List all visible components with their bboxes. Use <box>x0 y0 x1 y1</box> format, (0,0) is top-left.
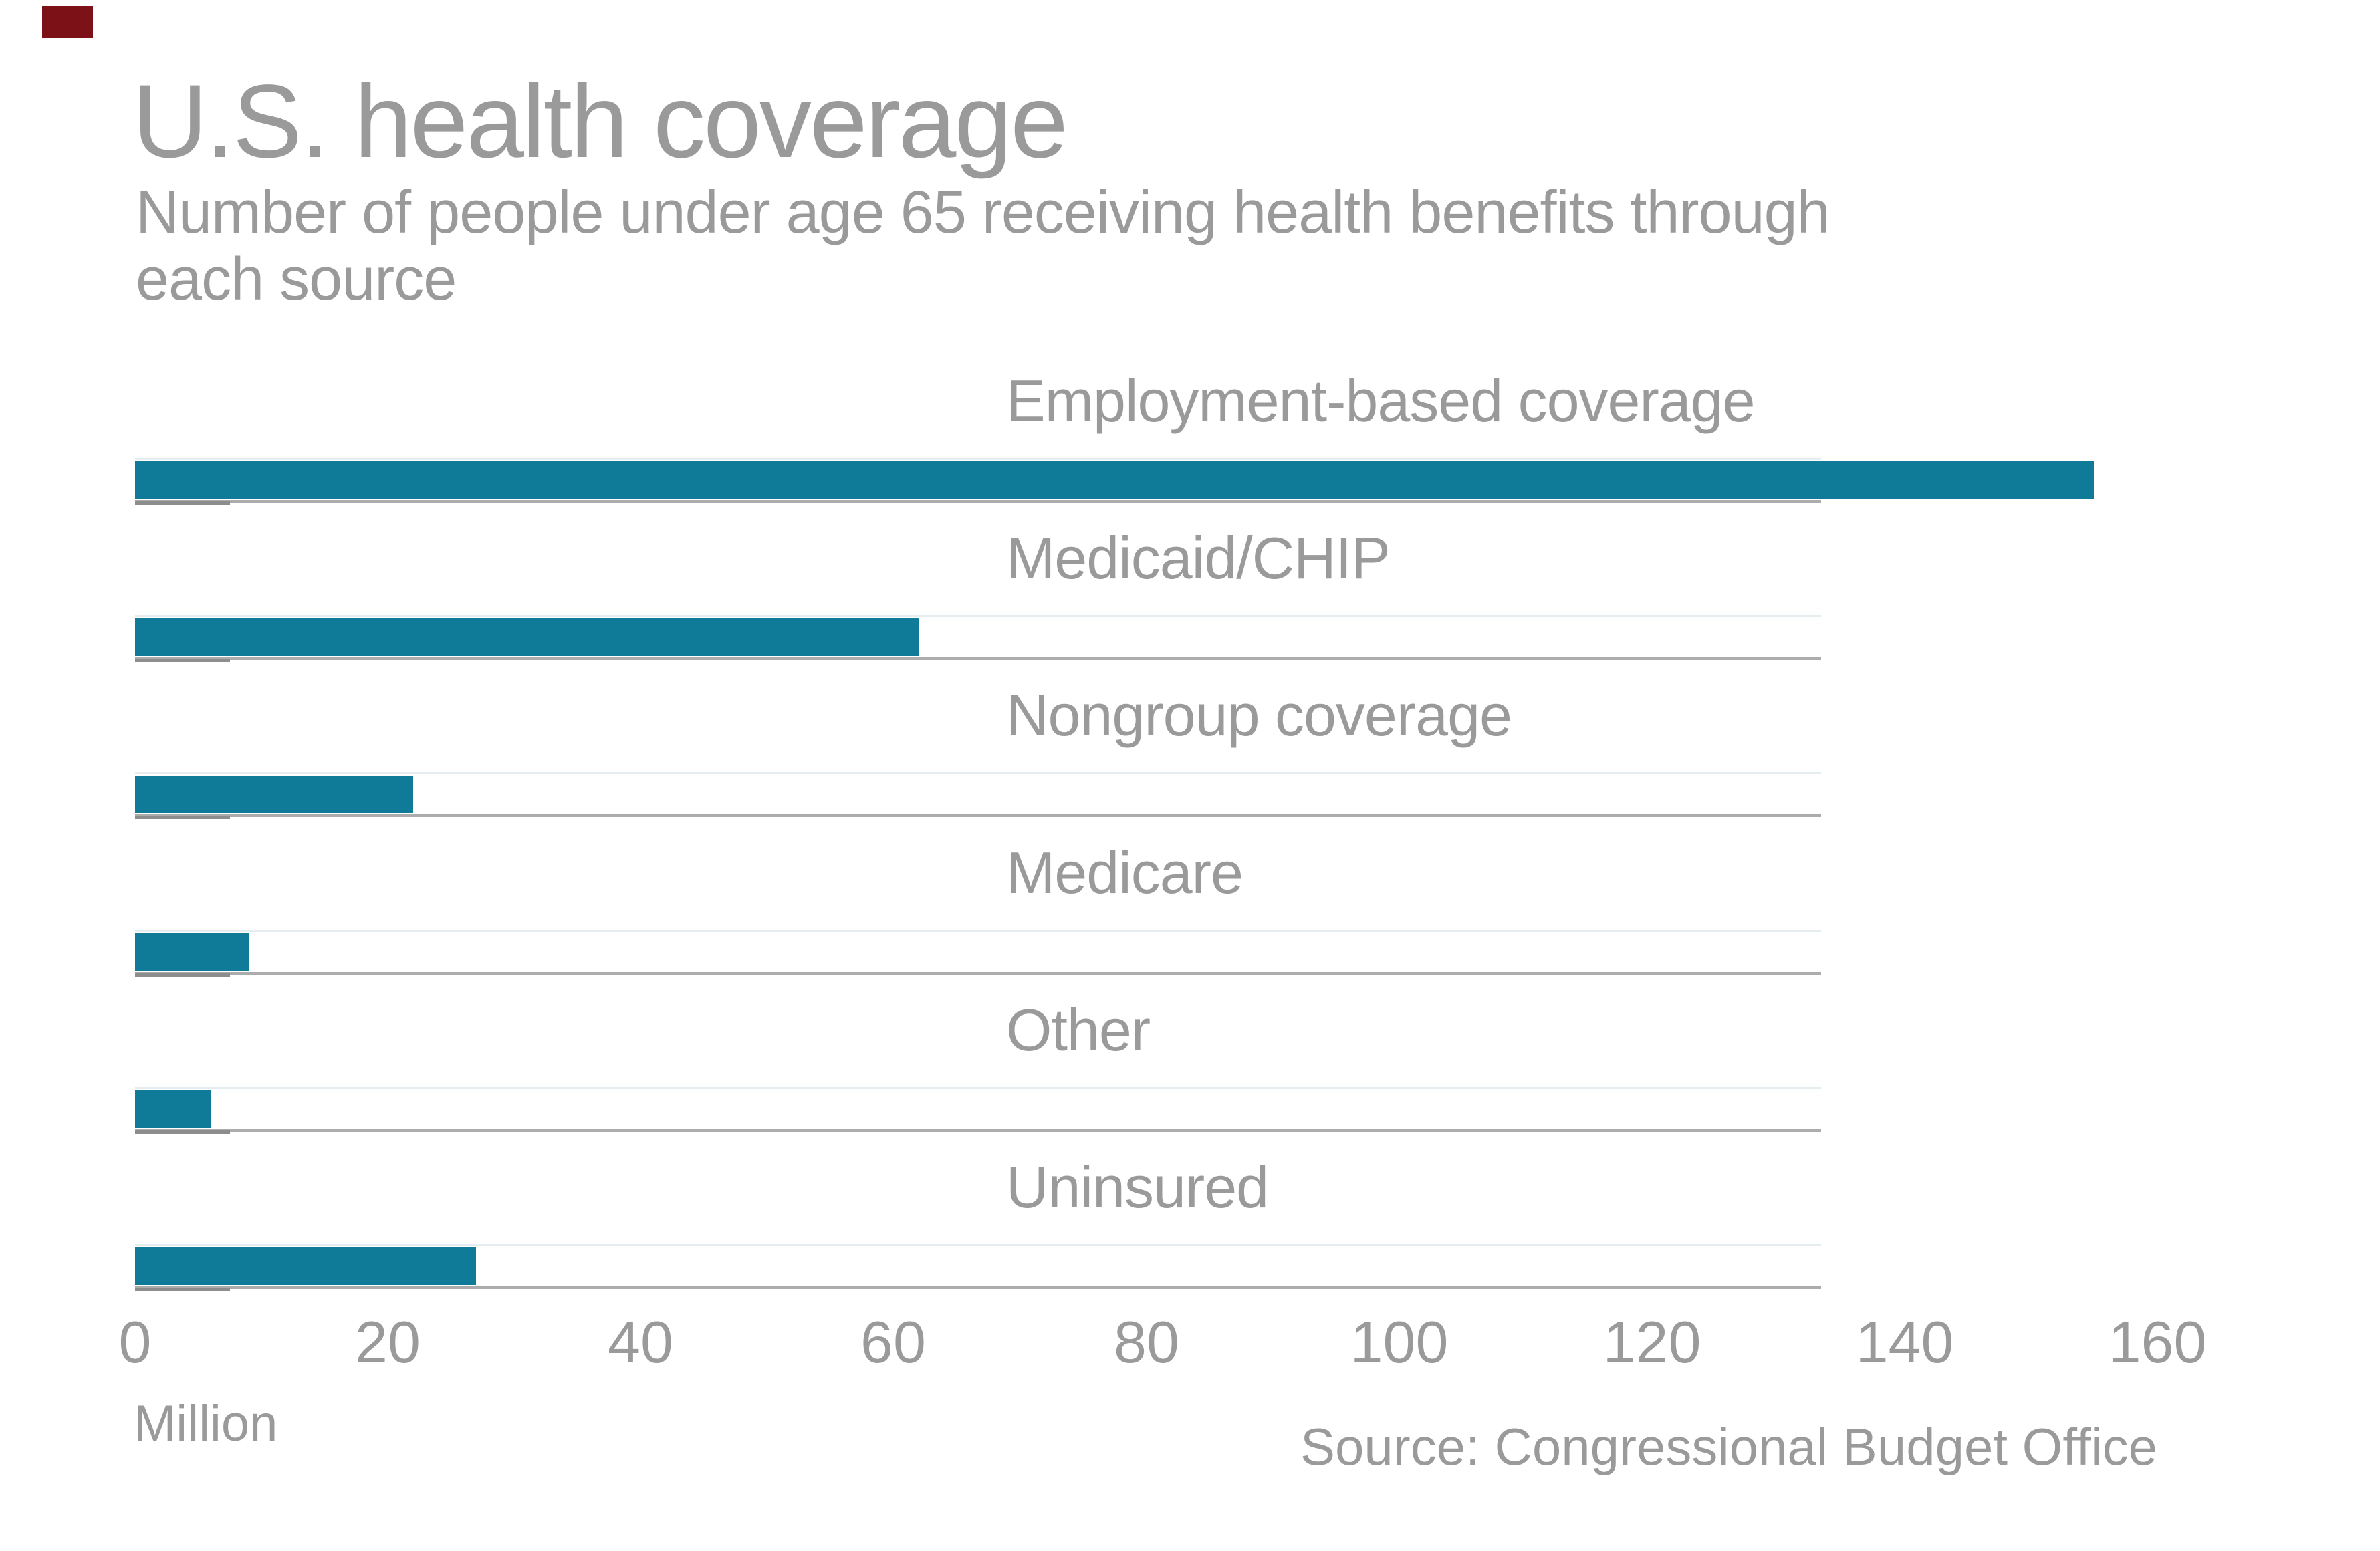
row-separator <box>135 814 1821 817</box>
chart-title: U.S. health coverage <box>132 64 1068 180</box>
row-separator <box>135 1129 1821 1132</box>
chart-subtitle: Number of people under age 65 receiving … <box>136 179 1830 313</box>
bar <box>135 461 2094 499</box>
row-topline <box>135 1087 1821 1089</box>
x-tick-label: 100 <box>1350 1309 1449 1375</box>
x-tick-label: 160 <box>2108 1309 2207 1375</box>
x-tick-label: 80 <box>1114 1309 1179 1375</box>
red-corner-mark <box>42 6 93 38</box>
chart-subtitle-line-2: each source <box>136 246 457 313</box>
axis-unit-label: Million <box>134 1395 278 1452</box>
bar <box>135 776 413 813</box>
category-label: Medicaid/CHIP <box>1006 525 1391 591</box>
row-separator <box>135 500 1821 503</box>
x-tick-label: 120 <box>1602 1309 1701 1375</box>
row-separator-dark-segment <box>135 973 230 977</box>
row-separator <box>135 657 1821 660</box>
bar <box>135 1090 211 1128</box>
row-separator-dark-segment <box>135 659 230 662</box>
row-separator-dark-segment <box>135 1288 230 1291</box>
bar <box>135 618 919 656</box>
bar <box>135 1247 476 1285</box>
category-label: Other <box>1006 997 1151 1063</box>
x-tick-label: 60 <box>860 1309 926 1375</box>
row-topline <box>135 772 1821 774</box>
x-tick-label: 140 <box>1855 1309 1954 1375</box>
row-separator-dark-segment <box>135 1130 230 1134</box>
category-label: Employment-based coverage <box>1006 368 1756 434</box>
row-topline <box>135 930 1821 932</box>
row-separator <box>135 1286 1821 1289</box>
bar <box>135 933 249 971</box>
chart-subtitle-line-1: Number of people under age 65 receiving … <box>136 179 1830 246</box>
row-topline <box>135 1244 1821 1246</box>
source-attribution: Source: Congressional Budget Office <box>1300 1417 2157 1476</box>
row-topline <box>135 458 1821 460</box>
x-tick-label: 20 <box>355 1309 421 1375</box>
category-label: Nongroup coverage <box>1006 682 1512 748</box>
x-tick-label: 40 <box>608 1309 673 1375</box>
category-label: Medicare <box>1006 840 1243 906</box>
x-tick-label: 0 <box>118 1309 152 1375</box>
category-label: Uninsured <box>1006 1154 1269 1220</box>
row-separator-dark-segment <box>135 501 230 505</box>
row-separator-dark-segment <box>135 816 230 819</box>
row-separator <box>135 972 1821 975</box>
row-topline <box>135 615 1821 617</box>
